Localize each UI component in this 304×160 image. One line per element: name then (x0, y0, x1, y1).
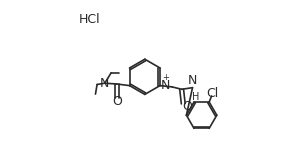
Text: O: O (182, 100, 192, 113)
Text: HCl: HCl (79, 13, 101, 26)
Text: Cl: Cl (206, 87, 218, 100)
Text: +: + (162, 73, 169, 82)
Text: N: N (161, 79, 170, 92)
Text: N: N (100, 77, 109, 90)
Text: O: O (112, 95, 122, 108)
Text: N: N (188, 74, 197, 87)
Text: H: H (192, 92, 200, 102)
